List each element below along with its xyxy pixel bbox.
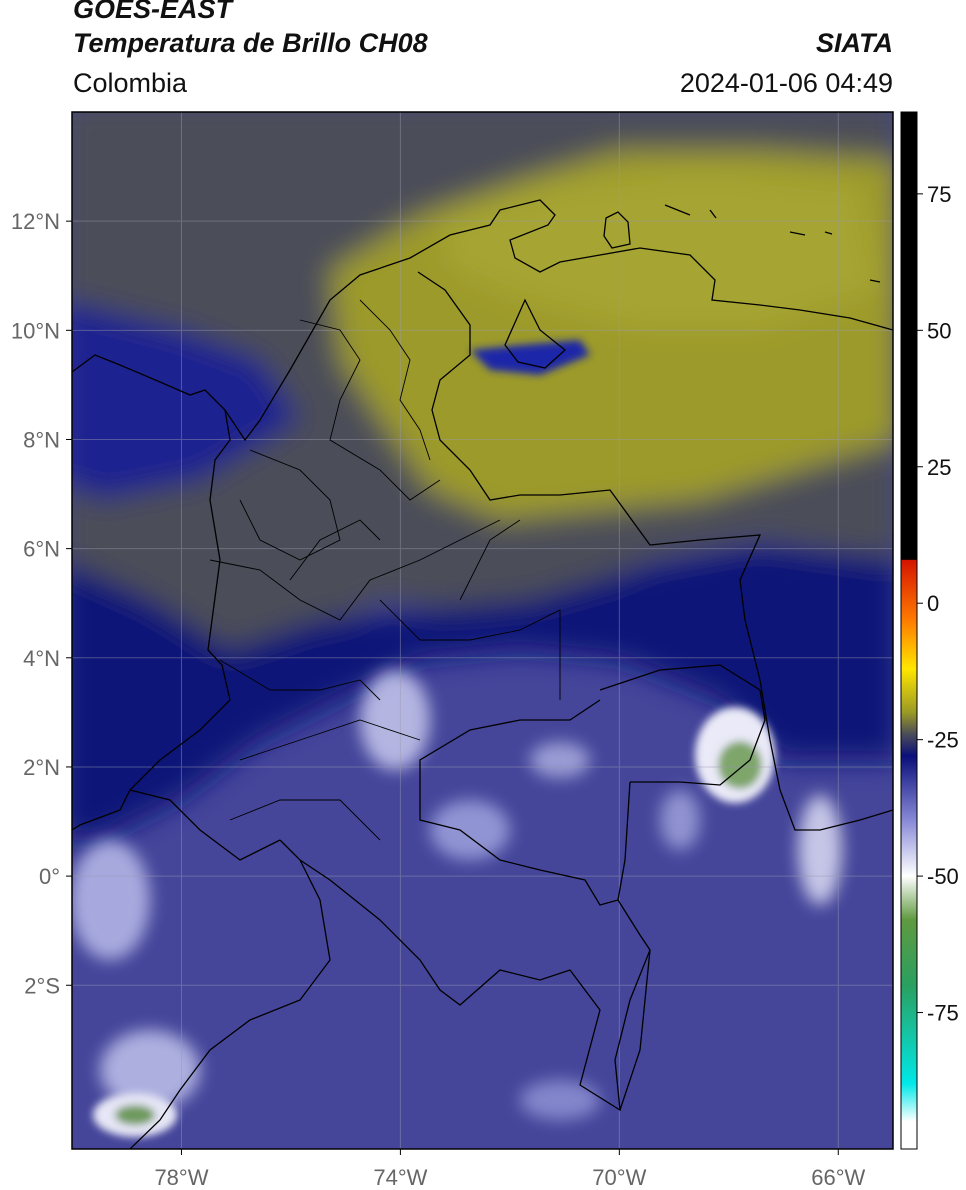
colorbar-frame bbox=[900, 111, 918, 1150]
colorbar-tick-label: 75 bbox=[927, 182, 951, 207]
lat-tick-label: 12°N bbox=[11, 209, 60, 234]
colorbar-tick-label: 25 bbox=[927, 455, 951, 480]
lon-tick-label: 66°W bbox=[811, 1165, 865, 1190]
lon-tick-label: 70°W bbox=[592, 1165, 646, 1190]
paraguana-peninsula bbox=[603, 211, 631, 249]
cloud-west-1 bbox=[360, 670, 430, 770]
pacific-coastline bbox=[72, 409, 231, 831]
product-title: Temperatura de Brillo CH08 bbox=[73, 28, 428, 58]
cloud-east-2 bbox=[660, 790, 700, 850]
deep-blue-streak-catatumbo bbox=[470, 340, 590, 375]
colorbar-tick-label: -25 bbox=[927, 728, 959, 753]
lat-tick-label: 8°N bbox=[23, 427, 60, 452]
organization-label: SIATA bbox=[816, 28, 893, 58]
border-colombia-ecuador bbox=[129, 789, 281, 861]
islands-antilles bbox=[664, 204, 881, 283]
colorbar-fill bbox=[901, 112, 917, 1149]
lat-axis-labels: 12°N 10°N 8°N 6°N 4°N 2°N 0° 2°S bbox=[11, 209, 72, 998]
border-colombia-brazil bbox=[419, 699, 631, 906]
lat-tick-label: 2°S bbox=[24, 973, 60, 998]
coastline-caribbean bbox=[72, 199, 893, 442]
colorbar-tick-label: 0 bbox=[927, 591, 939, 616]
borders bbox=[72, 199, 893, 1149]
field-blue-west-coast bbox=[72, 303, 300, 500]
cloud-center-1 bbox=[430, 800, 510, 860]
lat-tick-label: 10°N bbox=[11, 318, 60, 343]
colorbar-ticks: 75 50 25 0 -25 -50 -75 bbox=[917, 182, 959, 1026]
lon-axis-labels: 78°W 74°W 70°W 66°W bbox=[154, 1149, 866, 1190]
map-frame bbox=[71, 111, 894, 1150]
department-borders bbox=[209, 299, 561, 841]
border-colombia-venezuela bbox=[417, 271, 893, 831]
lat-tick-label: 6°N bbox=[23, 537, 60, 562]
colorbar-tick-label: -50 bbox=[927, 864, 959, 889]
lake-maracaibo bbox=[504, 298, 567, 369]
region-label: Colombia bbox=[73, 68, 188, 98]
cloud-center-2 bbox=[530, 742, 590, 778]
colorbar-tick-label: 50 bbox=[927, 318, 951, 343]
border-peru-brazil bbox=[619, 949, 651, 1111]
border-colombia-peru bbox=[279, 839, 651, 1112]
satellite-title: GOES-EAST bbox=[73, 0, 233, 24]
temperature-field bbox=[72, 112, 893, 1149]
field-deep-blue-band bbox=[72, 545, 893, 840]
lat-tick-label: 2°N bbox=[23, 755, 60, 780]
border-venezuela-brazil bbox=[599, 664, 766, 786]
gridlines bbox=[72, 112, 893, 1149]
lon-tick-label: 78°W bbox=[154, 1165, 208, 1190]
convective-core-south-cold bbox=[115, 1105, 155, 1125]
colorbar: 75 50 25 0 -25 -50 -75 bbox=[900, 111, 959, 1150]
cloud-southwest-1 bbox=[72, 840, 150, 960]
lat-tick-label: 4°N bbox=[23, 646, 60, 671]
timestamp-label: 2024-01-06 04:49 bbox=[679, 68, 893, 98]
cloud-south-2 bbox=[520, 1080, 600, 1120]
colorbar-tick-label: -75 bbox=[927, 1001, 959, 1026]
cloud-east-1 bbox=[798, 795, 842, 905]
cloud-south-1 bbox=[100, 1030, 200, 1110]
lon-tick-label: 74°W bbox=[373, 1165, 427, 1190]
border-ecuador-peru bbox=[129, 859, 331, 1149]
lat-tick-label: 0° bbox=[39, 864, 60, 889]
